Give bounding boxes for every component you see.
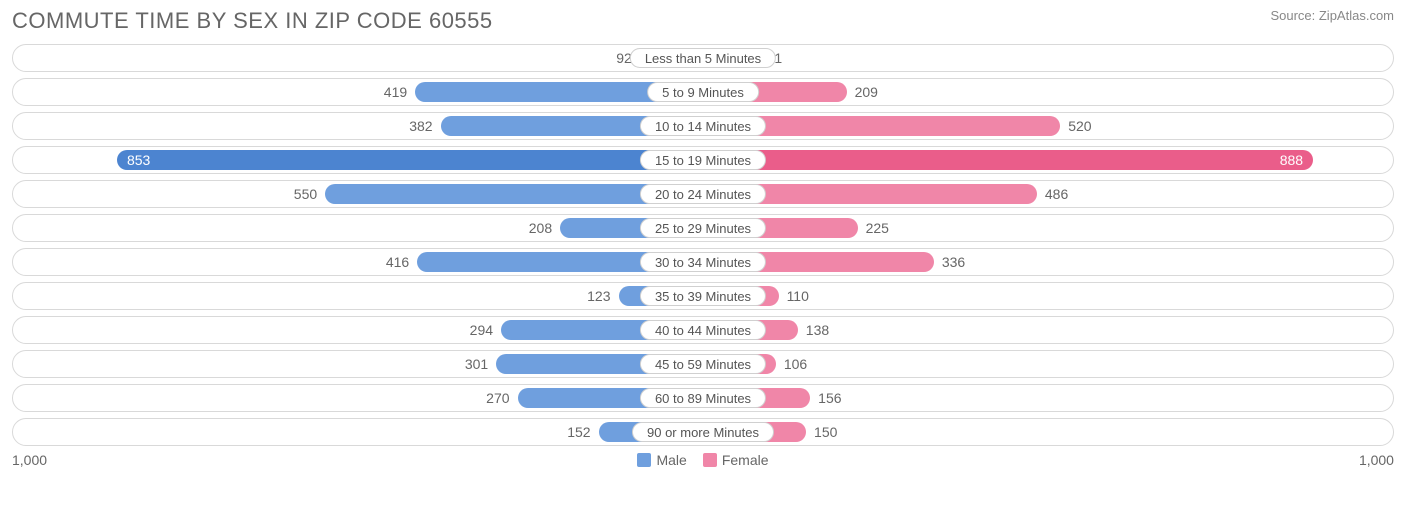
chart-row: 208 225 25 to 29 Minutes [12, 214, 1394, 242]
female-value: 156 [810, 388, 878, 408]
chart-row: 419 209 5 to 9 Minutes [12, 78, 1394, 106]
category-pill: 40 to 44 Minutes [640, 320, 766, 340]
female-value: 486 [1037, 184, 1105, 204]
chart-row: 270 156 60 to 89 Minutes [12, 384, 1394, 412]
female-value: 138 [798, 320, 866, 340]
female-value: 106 [776, 354, 844, 374]
female-value: 336 [934, 252, 1002, 272]
legend-male-label: Male [656, 452, 686, 468]
male-value: 419 [347, 82, 415, 102]
male-value: 270 [450, 388, 518, 408]
population-pyramid-chart: 9281Less than 5 Minutes 419 209 5 to 9 Minu… [12, 44, 1394, 446]
male-value: 416 [349, 252, 417, 272]
category-pill: 10 to 14 Minutes [640, 116, 766, 136]
female-value: 888 [703, 150, 1313, 170]
legend-female-label: Female [722, 452, 769, 468]
chart-row: 301 106 45 to 59 Minutes [12, 350, 1394, 378]
page-title: COMMUTE TIME BY SEX IN ZIP CODE 60555 [12, 8, 493, 34]
legend-item-female: Female [703, 452, 769, 468]
chart-row: 9281Less than 5 Minutes [12, 44, 1394, 72]
male-value: 123 [551, 286, 619, 306]
source-label: Source: ZipAtlas.com [1270, 8, 1394, 23]
male-value: 301 [428, 354, 496, 374]
chart-row: 416 336 30 to 34 Minutes [12, 248, 1394, 276]
header: COMMUTE TIME BY SEX IN ZIP CODE 60555 So… [12, 8, 1394, 34]
chart-row: 294 138 40 to 44 Minutes [12, 316, 1394, 344]
female-swatch-icon [703, 453, 717, 467]
chart-footer: 1,000 Male Female 1,000 [12, 452, 1394, 468]
category-pill: 45 to 59 Minutes [640, 354, 766, 374]
male-value: 294 [433, 320, 501, 340]
female-value: 150 [806, 422, 874, 442]
category-pill: 20 to 24 Minutes [640, 184, 766, 204]
legend: Male Female [637, 452, 768, 468]
chart-row: 152 150 90 or more Minutes [12, 418, 1394, 446]
chart-row: 85388815 to 19 Minutes [12, 146, 1394, 174]
category-pill: Less than 5 Minutes [630, 48, 776, 68]
category-pill: 5 to 9 Minutes [647, 82, 759, 102]
chart-row: 550 486 20 to 24 Minutes [12, 180, 1394, 208]
category-pill: 60 to 89 Minutes [640, 388, 766, 408]
legend-item-male: Male [637, 452, 686, 468]
male-value: 853 [117, 150, 703, 170]
male-value: 208 [492, 218, 560, 238]
male-value: 382 [373, 116, 441, 136]
male-value: 550 [257, 184, 325, 204]
female-value: 209 [847, 82, 915, 102]
chart-row: 123 110 35 to 39 Minutes [12, 282, 1394, 310]
male-value: 152 [531, 422, 599, 442]
female-value: 225 [858, 218, 926, 238]
female-value: 520 [1060, 116, 1128, 136]
category-pill: 30 to 34 Minutes [640, 252, 766, 272]
chart-row: 382 520 10 to 14 Minutes [12, 112, 1394, 140]
category-pill: 25 to 29 Minutes [640, 218, 766, 238]
female-value: 110 [779, 286, 847, 306]
axis-max-right: 1,000 [1359, 452, 1394, 468]
axis-max-left: 1,000 [12, 452, 47, 468]
male-swatch-icon [637, 453, 651, 467]
category-pill: 35 to 39 Minutes [640, 286, 766, 306]
category-pill: 90 or more Minutes [632, 422, 774, 442]
category-pill: 15 to 19 Minutes [640, 150, 766, 170]
